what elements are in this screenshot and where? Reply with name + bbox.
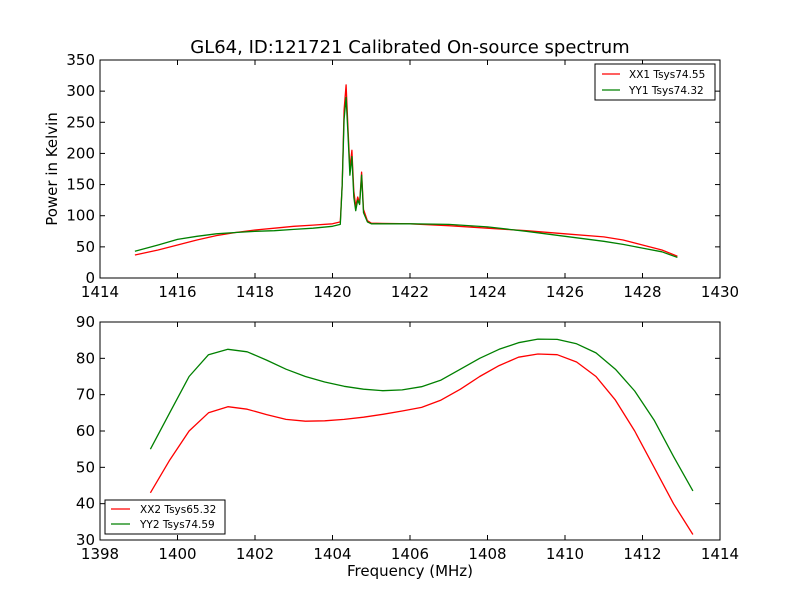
top-x-tick-label: 1430	[701, 283, 739, 301]
bottom-y-tick-label: 30	[76, 531, 95, 549]
bottom-y-tick-label: 40	[76, 495, 95, 513]
top-x-tick-label: 1422	[391, 283, 429, 301]
top-y-axis: 0 50 100 150 200 250 300 350	[66, 51, 720, 287]
bottom-x-tick-label: 1412	[623, 545, 661, 563]
top-legend-box	[594, 63, 716, 101]
top-x-tick-label: 1418	[236, 283, 274, 301]
bottom-y-axis: 30 40 50 60 70 80 90	[76, 313, 720, 549]
bottom-x-tick-label: 1408	[468, 545, 506, 563]
bottom-series-group	[149, 338, 694, 535]
top-legend-label-xx1: XX1 Tsys74.55	[629, 69, 705, 81]
top-plot-panel: 1414 1416 1418 1420 1422 1424 1426 1428 1430 0 50…	[43, 51, 739, 301]
bottom-y-tick-label: 80	[76, 349, 95, 367]
bottom-legend-label-yy2: YY2 Tsys74.59	[139, 519, 215, 531]
bottom-y-tick-label: 50	[76, 458, 95, 476]
bottom-x-tick-label: 1404	[313, 545, 351, 563]
top-series-group	[134, 84, 678, 259]
bottom-x-axis: 1398 1400 1402 1404 1406 1408 1410 1412 1414	[81, 322, 739, 563]
top-y-tick-label: 50	[76, 238, 95, 256]
top-series-line-2	[134, 96, 678, 259]
top-x-tick-label: 1426	[546, 283, 584, 301]
bottom-x-axis-label: Frequency (MHz)	[347, 562, 473, 580]
bottom-x-tick-label: 1400	[158, 545, 196, 563]
top-legend: XX1 Tsys74.55 YY1 Tsys74.32	[594, 63, 716, 101]
top-x-tick-label: 1424	[468, 283, 506, 301]
top-x-tick-label: 1428	[623, 283, 661, 301]
top-y-tick-label: 300	[66, 82, 95, 100]
top-x-axis: 1414 1416 1418 1420 1422 1424 1426 1428 1430	[81, 60, 739, 301]
bottom-plot-panel: 1398 1400 1402 1404 1406 1408 1410 1412 1414 30 4…	[76, 313, 739, 580]
bottom-x-tick-label: 1414	[701, 545, 739, 563]
top-y-axis-label: Power in Kelvin	[43, 112, 61, 226]
bottom-y-tick-label: 90	[76, 313, 95, 331]
bottom-y-tick-label: 60	[76, 422, 95, 440]
bottom-legend-label-xx2: XX2 Tsys65.32	[140, 504, 216, 516]
bottom-legend-box	[104, 499, 226, 535]
top-y-tick-label: 200	[66, 144, 95, 162]
bottom-series-line-1	[149, 353, 694, 535]
bottom-y-tick-label: 70	[76, 386, 95, 404]
top-y-tick-label: 250	[66, 113, 95, 131]
bottom-x-tick-label: 1398	[81, 545, 119, 563]
top-y-tick-label: 100	[66, 207, 95, 225]
bottom-x-tick-label: 1406	[391, 545, 429, 563]
bottom-legend: XX2 Tsys65.32 YY2 Tsys74.59	[104, 499, 226, 535]
top-y-tick-label: 0	[85, 269, 95, 287]
bottom-series-line-2	[149, 338, 694, 492]
top-y-tick-label: 150	[66, 176, 95, 194]
top-x-tick-label: 1420	[313, 283, 351, 301]
figure-title: GL64, ID:121721 Calibrated On-source spe…	[190, 37, 629, 58]
bottom-x-tick-label: 1410	[546, 545, 584, 563]
top-legend-label-yy1: YY1 Tsys74.32	[628, 85, 704, 97]
top-x-tick-label: 1416	[158, 283, 196, 301]
bottom-x-tick-label: 1402	[236, 545, 274, 563]
top-y-tick-label: 350	[66, 51, 95, 69]
top-x-tick-label: 1414	[81, 283, 119, 301]
